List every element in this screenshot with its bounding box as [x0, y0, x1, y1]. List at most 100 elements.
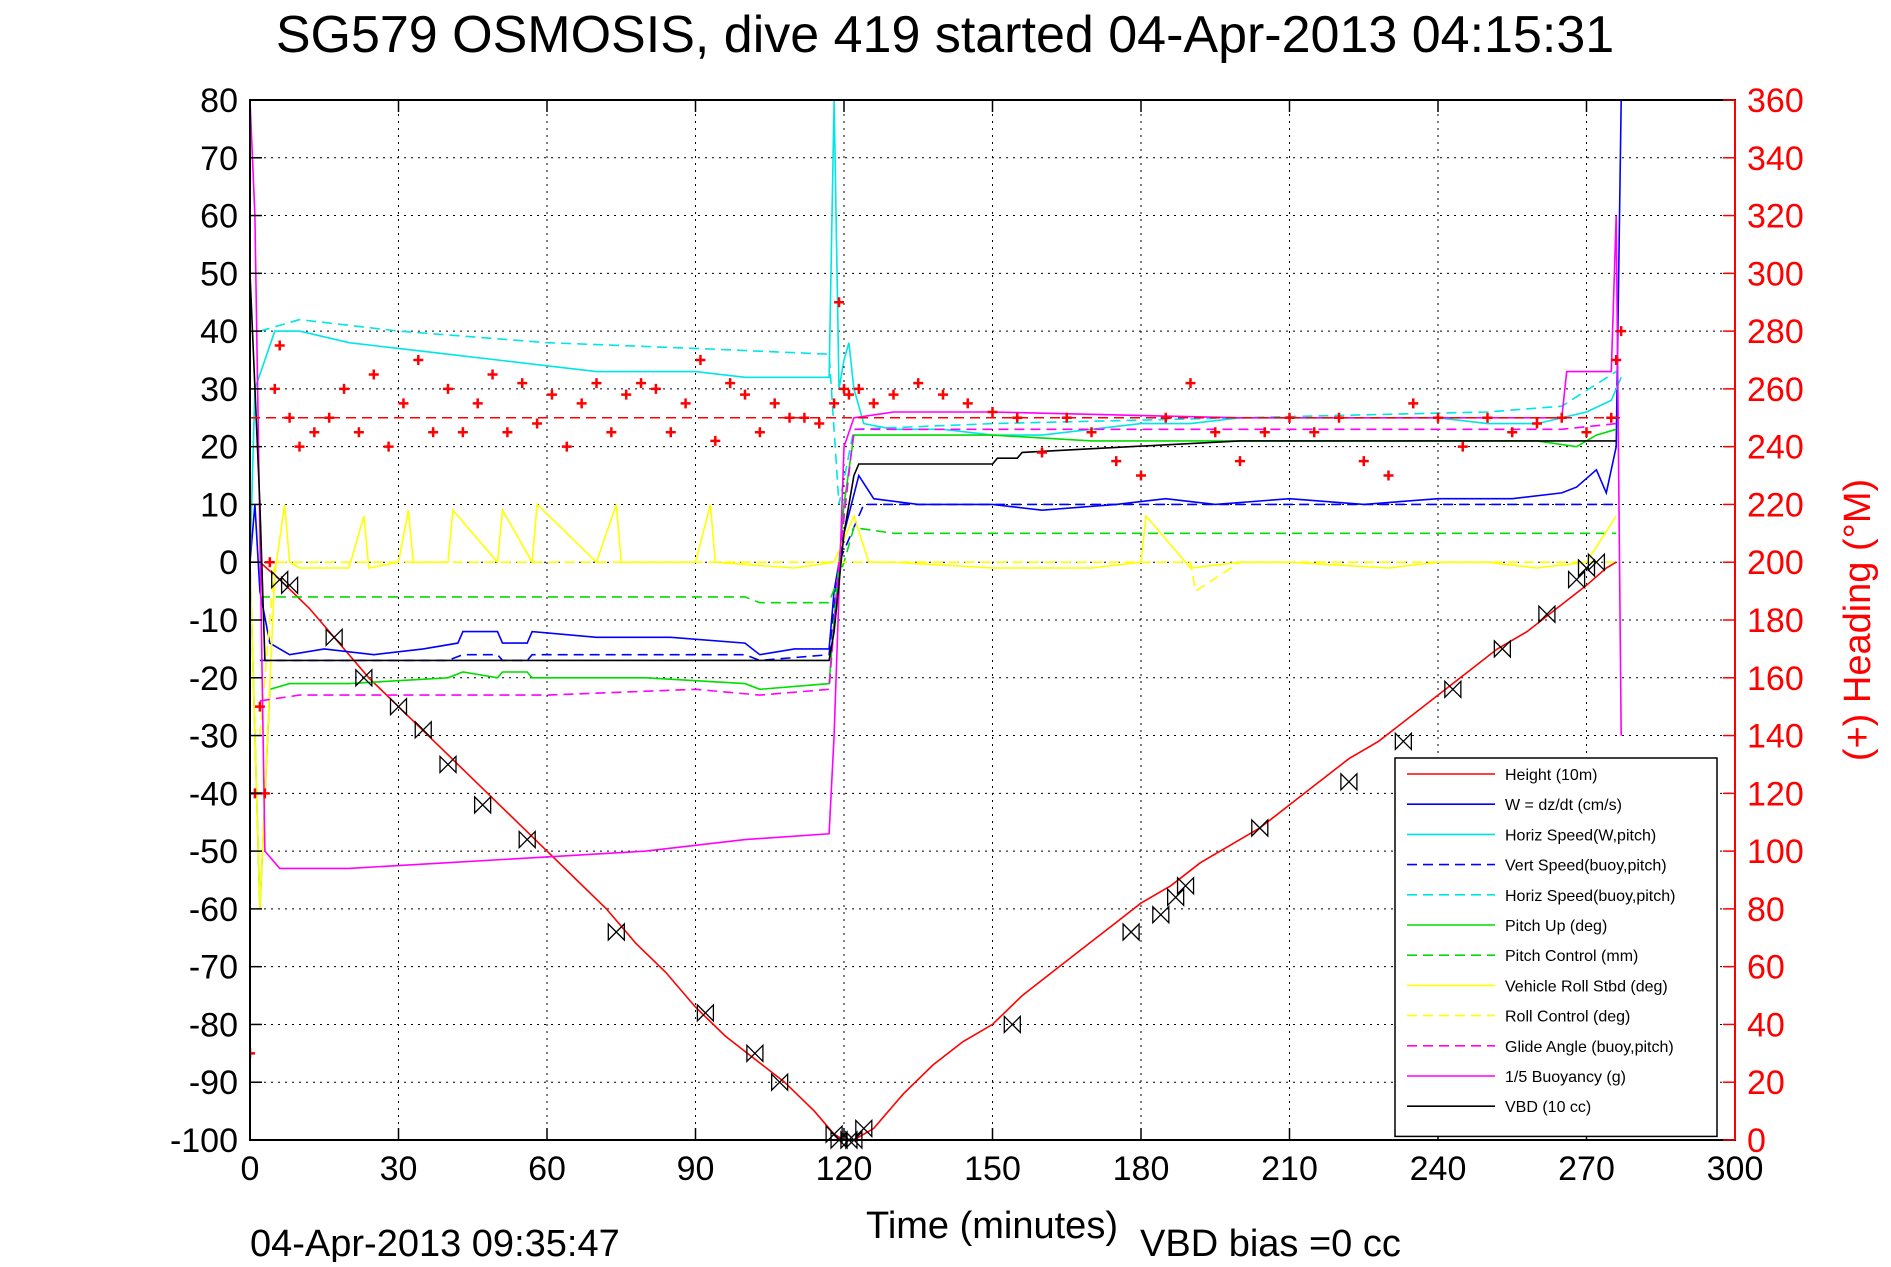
- heading-point: [1408, 398, 1419, 409]
- heading-point: [428, 427, 439, 438]
- legend-label: Horiz Speed(W,pitch): [1505, 827, 1656, 844]
- marker-point: [271, 569, 289, 590]
- heading-point: [987, 407, 998, 417]
- marker-point: [1340, 772, 1358, 792]
- heading-point: [1457, 441, 1468, 452]
- heading-point: [294, 441, 305, 452]
- series-line-1: [250, 561, 1617, 1140]
- legend-label: Height (10m): [1505, 767, 1597, 784]
- y2-tick-label: 360: [1747, 82, 1804, 120]
- heading-point: [888, 389, 899, 400]
- vbd-bias-footer: VBD bias =0 cc: [1140, 1223, 1401, 1262]
- heading-point: [606, 427, 617, 438]
- y2-tick-label: 120: [1747, 775, 1804, 813]
- heading-layer: [250, 297, 1627, 1059]
- heading-point: [710, 435, 721, 446]
- marker-point: [1587, 552, 1606, 572]
- y2-tick-label: 300: [1747, 255, 1804, 293]
- legend-box: [1394, 757, 1718, 1138]
- legend-label: Glide Angle (buoy,pitch): [1505, 1039, 1674, 1056]
- x-tick-label: 240: [1410, 1150, 1467, 1188]
- heading-point: [1235, 456, 1245, 467]
- marker-point: [414, 720, 432, 740]
- heading-point: [1383, 470, 1394, 481]
- y2-tick-label: 200: [1747, 544, 1804, 582]
- marker-point: [1152, 905, 1170, 925]
- legend-label: Roll Control (deg): [1505, 1009, 1630, 1026]
- y2-tick-label: 100: [1747, 833, 1804, 871]
- y-tick-label: -70: [189, 949, 238, 987]
- heading-point: [1061, 412, 1072, 423]
- heading-point: [1111, 456, 1122, 467]
- y2-tick-label: 280: [1747, 313, 1804, 351]
- heading-point: [284, 412, 295, 423]
- legend-label: Horiz Speed(buoy,pitch): [1505, 888, 1675, 905]
- heading-point: [1611, 355, 1622, 365]
- heading-point: [725, 378, 736, 389]
- marker-point: [1444, 679, 1462, 699]
- x-tick-label: 270: [1558, 1150, 1615, 1188]
- y2-tick-label: 40: [1747, 1006, 1785, 1044]
- marker-point: [855, 1118, 873, 1139]
- heading-point: [1160, 412, 1171, 423]
- heading-point: [1616, 326, 1627, 337]
- legend-label: Vehicle Roll Stbd (deg): [1505, 978, 1668, 995]
- y-tick-label: -10: [189, 602, 238, 640]
- marker-point: [1493, 639, 1511, 659]
- x-tick-label: 0: [241, 1150, 260, 1188]
- marker-point: [1176, 876, 1195, 896]
- heading-point: [1482, 412, 1493, 423]
- y-tick-label: 50: [200, 255, 238, 293]
- heading-point: [665, 427, 676, 438]
- heading-point: [1556, 412, 1567, 423]
- heading-point: [695, 355, 706, 365]
- y-tick-label: -30: [189, 718, 238, 756]
- series-line-12: [250, 273, 1617, 662]
- y-tick-label: 70: [200, 140, 238, 178]
- y2-tick-label: 220: [1747, 486, 1804, 524]
- y-tick-label: 80: [200, 82, 238, 120]
- grid-layer: [250, 100, 1735, 1140]
- y2-tick-label: 160: [1747, 660, 1804, 698]
- series-line-11: [250, 100, 1622, 870]
- x-tick-label: 60: [528, 1150, 566, 1188]
- legend: Height (10m) W = dz/dt (cm/s) Horiz Speed(…: [1394, 757, 1718, 1138]
- heading-point: [457, 427, 468, 438]
- heading-point: [561, 441, 572, 452]
- y2-tick-label: 260: [1747, 371, 1804, 409]
- marker-point: [1167, 887, 1185, 907]
- marker-point: [280, 575, 299, 595]
- marker-point: [845, 1130, 863, 1150]
- x-tick-label: 180: [1113, 1150, 1170, 1188]
- right-axis-label: (+) Heading (°M): [1837, 479, 1879, 761]
- marker-point: [1394, 731, 1412, 751]
- marker-point: [1538, 604, 1556, 624]
- heading-point: [1507, 427, 1518, 438]
- heading-point: [1309, 427, 1320, 438]
- series-line-5: [259, 318, 1617, 505]
- heading-point: [324, 412, 335, 423]
- y-tick-label: -100: [170, 1122, 238, 1160]
- marker-point: [1251, 818, 1269, 838]
- heading-point: [1581, 427, 1592, 438]
- heading-point: [254, 701, 265, 712]
- heading-point: [368, 369, 379, 380]
- y-tick-label: -20: [189, 660, 238, 698]
- heading-point: [1185, 378, 1196, 389]
- heading-point: [309, 427, 320, 438]
- heading-point: [443, 383, 453, 394]
- marker-point: [325, 627, 343, 647]
- series-line-3: [250, 100, 1622, 563]
- heading-point: [962, 398, 973, 409]
- heading-point: [784, 412, 795, 423]
- legend-label: Pitch Up (deg): [1505, 918, 1607, 935]
- marker-point: [1567, 569, 1586, 590]
- marker-point: [389, 697, 408, 717]
- heading-point: [1284, 412, 1295, 423]
- heading-point: [814, 418, 825, 429]
- heading-point: [769, 398, 780, 409]
- heading-point: [353, 427, 364, 438]
- heading-point: [383, 441, 394, 452]
- heading-point: [339, 383, 350, 394]
